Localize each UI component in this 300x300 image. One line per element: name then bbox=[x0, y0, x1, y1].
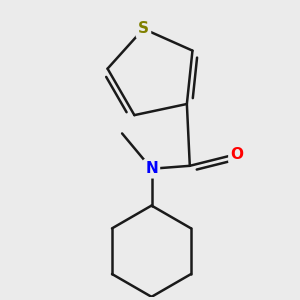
Text: O: O bbox=[230, 146, 243, 161]
Text: S: S bbox=[138, 21, 149, 36]
Text: N: N bbox=[145, 161, 158, 176]
